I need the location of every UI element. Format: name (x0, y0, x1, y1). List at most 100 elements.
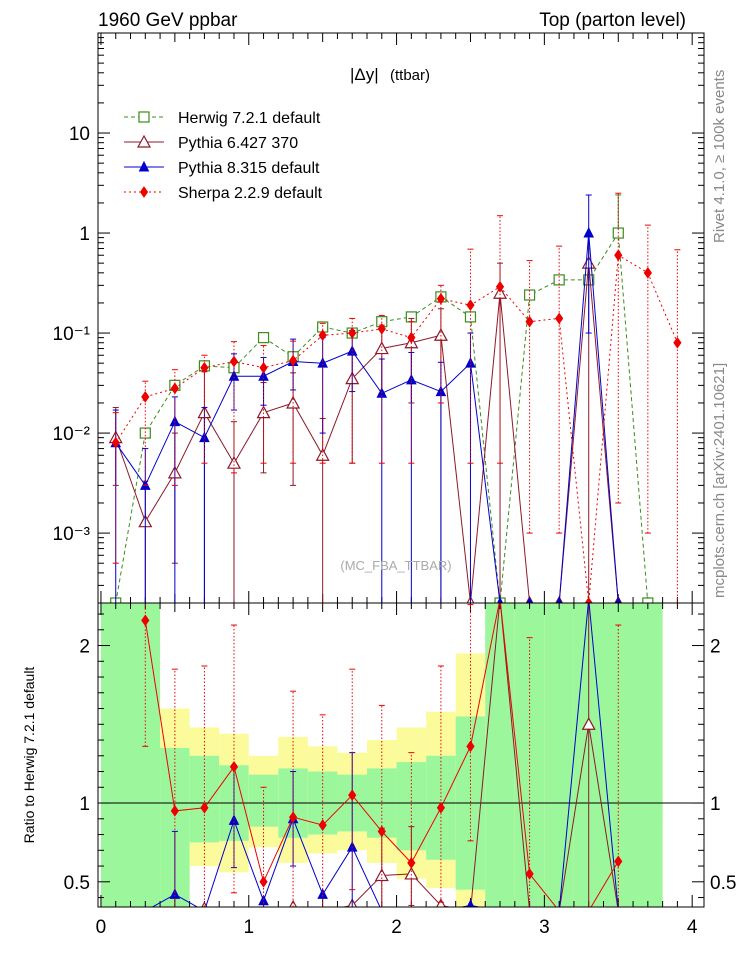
ratio-point-sherpa (436, 801, 446, 814)
legend-marker-sherpa (139, 186, 149, 198)
analysis-watermark: (MC_FBA_TTBAR) (340, 558, 451, 573)
main-point-pythia8 (465, 357, 476, 368)
main-y-tick-label: 10⁻³ (53, 524, 91, 545)
ratio-point-pythia6 (581, 717, 596, 730)
ratio-point-sherpa (377, 825, 386, 838)
ratio-point-pythia8 (317, 888, 328, 899)
legend-entry-sherpa: Sherpa 2.2.9 default (124, 185, 323, 202)
ratio-plot-panel: 0.5 0.5 1 1 2 2 0 1 2 3 4 Ratio to Herwig 7.2.1 de… (21, 602, 736, 938)
ratio-point-pythia8 (258, 894, 269, 906)
x-tick-label: 1 (243, 917, 254, 938)
ratio-series-sherpa (141, 603, 623, 907)
ratio-y-tick-label: 0.5 (64, 873, 90, 894)
ratio-y-tick-label-right: 0.5 (710, 873, 736, 894)
title-sub-text: (ttbar) (390, 67, 430, 84)
main-line-pythia8 (115, 232, 619, 603)
main-plot-panel: 10 1 10⁻¹ 10⁻² 10⁻³ |Δy| (ttbar) (MC_FBA_TTB… (53, 32, 705, 604)
ratio-y-tick-label: 2 (79, 637, 90, 658)
legend-label-pythia8: Pythia 8.315 default (178, 160, 320, 177)
main-line-sherpa (115, 254, 678, 603)
legend: Herwig 7.2.1 default Pythia 6.427 370 Pyth… (124, 110, 323, 202)
main-point-sherpa (525, 315, 534, 328)
rivet-version-label: Rivet 4.1.0, ≥ 100k events (711, 70, 728, 243)
main-point-sherpa (377, 323, 386, 335)
main-point-sherpa (407, 331, 416, 344)
main-point-sherpa (673, 336, 682, 349)
main-point-herwig (257, 332, 270, 344)
ratio-green-band (485, 603, 515, 907)
main-point-sherpa (288, 354, 298, 367)
ratio-point-sherpa (466, 740, 475, 753)
ratio-point-sherpa (200, 801, 209, 814)
main-point-sherpa (348, 327, 357, 339)
ratio-y-tick-label-right: 2 (710, 637, 721, 658)
ratio-green-band (130, 603, 161, 907)
ratio-point-pythia6 (201, 901, 208, 907)
legend-marker-herwig (138, 111, 150, 123)
legend-entry-pythia6: Pythia 6.427 370 (124, 134, 298, 152)
main-point-sherpa (229, 355, 239, 368)
main-point-sherpa (643, 266, 652, 279)
main-point-sherpa (200, 361, 209, 374)
legend-entry-pythia8: Pythia 8.315 default (124, 160, 320, 177)
ratio-line-pythia8 (151, 603, 619, 907)
ratio-point-sherpa (259, 875, 268, 888)
legend-label-herwig: Herwig 7.2.1 default (178, 110, 321, 127)
ratio-point-sherpa (348, 789, 357, 802)
header-left-label: 1960 GeV ppbar (98, 10, 238, 31)
x-tick-label: 0 (96, 917, 107, 938)
ratio-green-band (100, 603, 131, 907)
main-point-herwig (642, 597, 654, 603)
ratio-point-sherpa (525, 868, 534, 880)
legend-marker-pythia6 (136, 134, 152, 148)
legend-entry-herwig: Herwig 7.2.1 default (124, 110, 321, 127)
ratio-y-tick-label: 1 (79, 794, 90, 815)
title-main-text: |Δy| (350, 65, 379, 84)
main-point-sherpa (318, 329, 327, 342)
main-point-sherpa (555, 312, 564, 325)
main-y-tick-label: 10 (69, 124, 90, 145)
main-point-pythia8 (583, 226, 595, 238)
main-point-sherpa (584, 597, 593, 603)
ratio-point-sherpa (141, 614, 150, 627)
ratio-point-sherpa (614, 855, 623, 868)
main-point-pythia6 (256, 405, 271, 419)
main-line-pythia6 (115, 263, 619, 603)
ratio-point-sherpa (407, 857, 416, 869)
main-y-tick-label: 1 (79, 224, 90, 245)
main-plot-title: |Δy| (ttbar) (350, 65, 430, 84)
ratio-point-pythia8 (228, 814, 240, 825)
main-series-pythia6 (108, 232, 623, 603)
main-point-sherpa (466, 299, 475, 312)
main-point-sherpa (111, 436, 120, 449)
x-tick-label: 4 (687, 917, 698, 938)
main-point-sherpa (170, 382, 179, 395)
ratio-point-pythia6 (436, 898, 446, 907)
ratio-point-sherpa (170, 805, 179, 817)
ratio-point-sherpa (288, 811, 298, 824)
ratio-y-axis-label: Ratio to Herwig 7.2.1 default (21, 667, 37, 844)
main-point-sherpa (614, 249, 623, 262)
mcplots-reference-label: mcplots.cern.ch [arXiv:2401.10621] (711, 363, 728, 598)
legend-label-pythia6: Pythia 6.427 370 (178, 135, 298, 152)
ratio-green-band (633, 603, 663, 907)
main-point-pythia8 (228, 370, 240, 381)
legend-marker-pythia8 (138, 160, 150, 172)
legend-label-sherpa: Sherpa 2.2.9 default (178, 185, 323, 202)
main-point-herwig (139, 427, 151, 439)
main-point-pythia8 (258, 370, 269, 381)
main-point-sherpa (259, 361, 268, 374)
header-right-label: Top (parton level) (539, 10, 686, 31)
main-y-tick-label: 10⁻¹ (53, 324, 91, 345)
main-point-sherpa (141, 391, 150, 403)
main-series-pythia8 (110, 194, 622, 603)
main-point-pythia6 (433, 328, 448, 341)
main-point-pythia8 (317, 357, 328, 368)
main-series-sherpa (111, 192, 682, 603)
main-point-herwig (464, 311, 477, 323)
ratio-green-band (544, 603, 574, 907)
main-point-sherpa (436, 292, 446, 305)
main-y-tick-label: 10⁻² (53, 424, 91, 445)
ratio-point-pythia8 (169, 888, 181, 899)
